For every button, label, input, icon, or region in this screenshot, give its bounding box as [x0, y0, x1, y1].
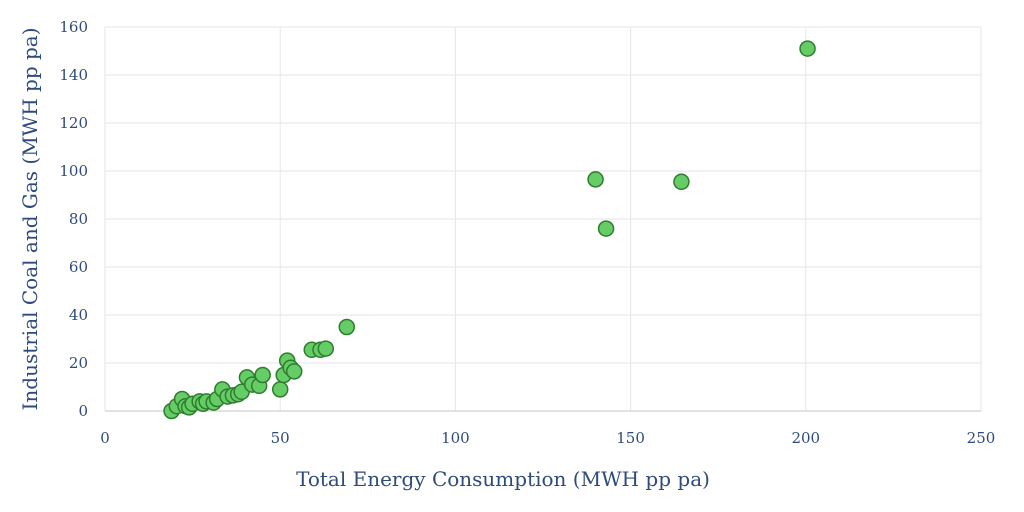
x-tick-label: 250	[967, 429, 996, 447]
y-tick-label: 40	[69, 306, 88, 324]
data-point	[254, 366, 271, 384]
y-tick-label: 100	[59, 162, 88, 180]
y-tick-label: 20	[69, 354, 88, 372]
data-point	[338, 318, 356, 336]
data-point	[673, 173, 690, 191]
x-axis-title: Total Energy Consumption (MWH pp pa)	[296, 467, 710, 491]
data-point	[271, 381, 289, 398]
x-tick-label: 200	[791, 429, 820, 447]
x-tick-label: 50	[271, 429, 290, 447]
x-tick-labels: 0 50 100 150 200 250	[100, 429, 995, 447]
y-tick-label: 140	[59, 66, 88, 84]
data-point	[317, 340, 335, 357]
x-tick-label: 0	[100, 429, 110, 447]
y-tick-label: 160	[59, 18, 88, 36]
data-point	[597, 220, 615, 237]
data-point	[799, 40, 816, 57]
grid	[104, 26, 982, 411]
y-tick-label: 60	[69, 258, 88, 276]
y-tick-label: 120	[59, 114, 88, 132]
x-tick-label: 100	[441, 429, 470, 447]
data-point	[285, 363, 303, 380]
y-tick-label: 80	[69, 210, 88, 228]
y-axis-title: Industrial Coal and Gas (MWH pp pa)	[18, 27, 42, 410]
x-tick-label: 150	[616, 429, 645, 447]
y-tick-labels: 0 20 40 60 80 100 120 140 160	[59, 18, 88, 420]
data-points	[163, 40, 816, 420]
y-tick-label: 0	[78, 402, 88, 420]
data-point	[587, 171, 604, 188]
